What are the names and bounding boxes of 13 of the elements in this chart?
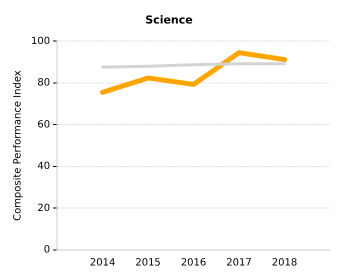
x-tick-label: 2015 — [135, 258, 161, 269]
y-tick-label: 60 — [37, 119, 50, 130]
y-tick-label: 20 — [37, 202, 50, 214]
y-tick-label: 40 — [37, 161, 50, 172]
y-tick-label: 80 — [37, 78, 50, 89]
x-tick-label: 2016 — [180, 258, 206, 269]
chart-title: Science — [145, 13, 193, 26]
y-tick-label: 0 — [44, 244, 50, 256]
x-tick-label: 2014 — [90, 258, 116, 269]
x-tick-label: 2017 — [226, 258, 252, 269]
x-tick-label: 2018 — [272, 258, 298, 269]
y-axis-title: Composite Performance Index — [12, 70, 24, 221]
y-tick-label: 100 — [30, 36, 50, 47]
